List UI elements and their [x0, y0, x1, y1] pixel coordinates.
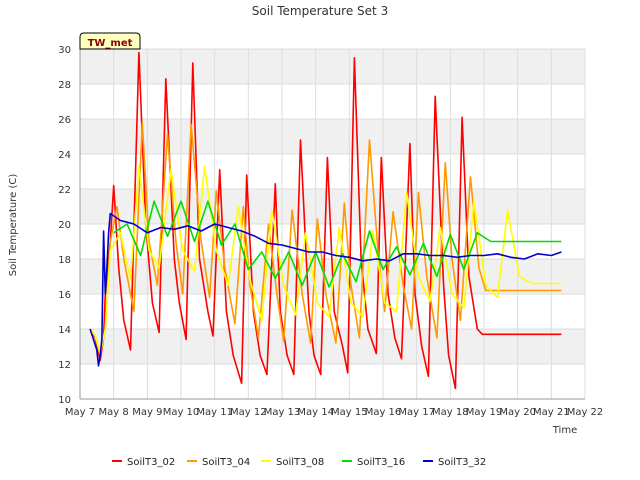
legend-label: SoilT3_04 — [202, 457, 250, 468]
legend-label: SoilT3_16 — [357, 457, 405, 468]
series-line-soilt3_02 — [89, 51, 562, 390]
legend-label: SoilT3_32 — [438, 457, 486, 468]
legend: SoilT3_02 SoilT3_04 SoilT3_08 SoilT3_16 Soil… — [112, 457, 486, 468]
x-tick-label: May 22 — [567, 407, 604, 418]
series-line-soilt3_32 — [89, 212, 562, 367]
x-tick-label: May 21 — [533, 407, 570, 418]
axes — [79, 49, 585, 400]
series-line-soilt3_04 — [89, 121, 562, 357]
series-lines — [89, 51, 562, 390]
x-tick-label: May 14 — [297, 407, 334, 418]
y-tick-label: 10 — [58, 395, 71, 406]
x-tick-label: May 7 — [65, 407, 95, 418]
x-tick-label: May 11 — [196, 407, 233, 418]
x-tick-label: May 13 — [264, 407, 301, 418]
plot-band — [80, 49, 585, 84]
station-badge: TW_met — [79, 32, 141, 50]
series-line-soilt3_16 — [113, 200, 562, 288]
legend-label: SoilT3_02 — [127, 457, 175, 468]
x-tick-label: May 20 — [499, 407, 536, 418]
x-tick-label: May 17 — [398, 407, 435, 418]
y-axis-title: Soil Temperature (C) — [8, 174, 19, 277]
y-tick-label: 14 — [58, 325, 71, 336]
x-tick-label: May 15 — [331, 407, 368, 418]
badge-label: TW_met — [88, 38, 133, 49]
x-axis-title: Time — [552, 425, 577, 436]
x-tick-label: May 18 — [432, 407, 469, 418]
badge-box — [79, 32, 141, 50]
y-tick-label: 12 — [58, 360, 71, 371]
y-tick-label: 26 — [58, 115, 71, 126]
x-tick-label: May 12 — [230, 407, 267, 418]
y-tick-label: 18 — [58, 255, 71, 266]
y-tick-label: 20 — [58, 220, 71, 231]
y-tick-label: 30 — [58, 45, 71, 56]
series-line-soilt3_08 — [89, 165, 562, 355]
y-tick-label: 16 — [58, 290, 71, 301]
plot-band — [80, 119, 585, 154]
x-tick-label: May 10 — [163, 407, 200, 418]
y-tick-label: 28 — [58, 80, 71, 91]
y-tick-label: 24 — [58, 150, 71, 161]
legend-label: SoilT3_08 — [276, 457, 324, 468]
x-tick-label: May 8 — [99, 407, 129, 418]
chart-title: Soil Temperature Set 3 — [252, 4, 388, 18]
x-tick-label: May 9 — [132, 407, 162, 418]
x-tick-label: May 16 — [365, 407, 402, 418]
y-tick-label: 22 — [58, 185, 71, 196]
x-tick-label: May 19 — [466, 407, 503, 418]
